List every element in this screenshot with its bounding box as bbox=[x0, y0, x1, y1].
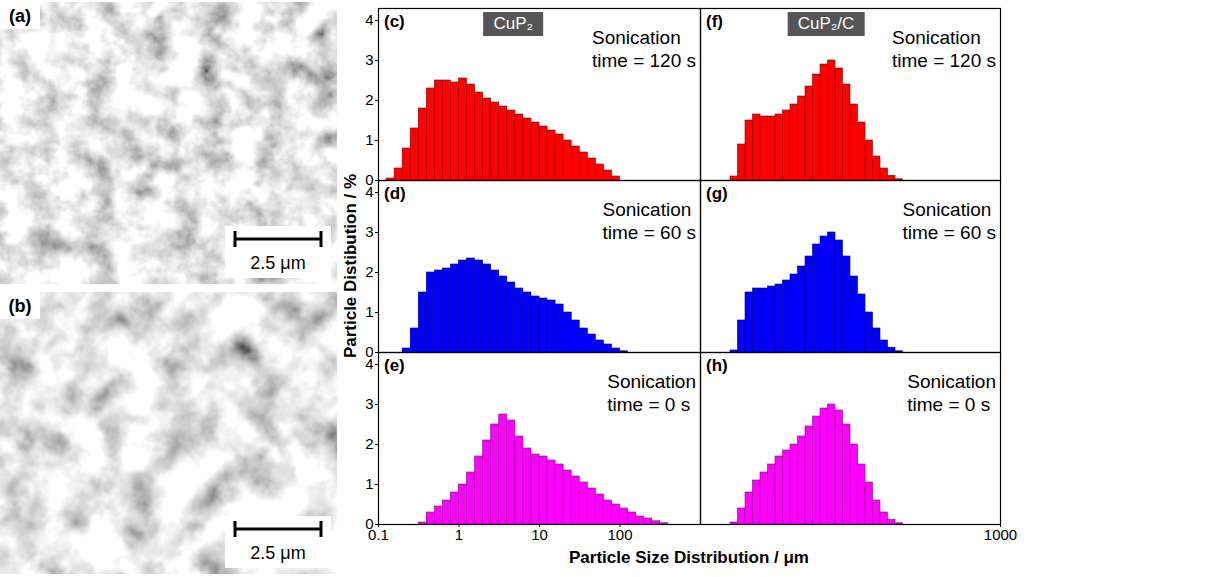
html-text:(d): (d) bbox=[384, 184, 406, 203]
html-text:time = 120 s: time = 120 s bbox=[892, 50, 996, 71]
html-text:(e): (e) bbox=[384, 356, 405, 375]
svg-text:2: 2 bbox=[365, 435, 373, 452]
html-text:Sonication: Sonication bbox=[907, 371, 996, 392]
svg-text:1: 1 bbox=[365, 131, 373, 148]
svg-text:2.5 μm: 2.5 μm bbox=[250, 253, 305, 273]
svg-text:2: 2 bbox=[365, 263, 373, 280]
svg-text:3: 3 bbox=[365, 51, 373, 68]
svg-text:10: 10 bbox=[531, 526, 548, 543]
html-text:time = 60 s: time = 60 s bbox=[602, 222, 696, 243]
svg-text:4: 4 bbox=[365, 11, 373, 28]
svg-text:2.5 μm: 2.5 μm bbox=[250, 543, 305, 563]
svg-text:3: 3 bbox=[365, 395, 373, 412]
html-text:Sonication: Sonication bbox=[892, 27, 981, 48]
html-text:Particle Distibution / %: Particle Distibution / % bbox=[341, 173, 360, 359]
svg-text:0: 0 bbox=[365, 343, 374, 361]
html-text:CuP₂: CuP₂ bbox=[493, 14, 534, 33]
html-text:Particle Size Distribution / μ: Particle Size Distribution / μm bbox=[569, 548, 809, 567]
html-text:(h): (h) bbox=[706, 356, 728, 375]
html-text:(g): (g) bbox=[706, 184, 728, 203]
svg-text:100: 100 bbox=[607, 526, 632, 543]
svg-text:0: 0 bbox=[365, 171, 374, 189]
html-text:Sonication: Sonication bbox=[602, 199, 692, 220]
svg-text:2: 2 bbox=[365, 91, 373, 108]
html-text:CuP₂/C: CuP₂/C bbox=[797, 14, 855, 33]
html-text:time = 0 s: time = 0 s bbox=[607, 394, 691, 415]
svg-text:4: 4 bbox=[365, 355, 373, 372]
html-text:time = 0 s: time = 0 s bbox=[907, 394, 991, 415]
svg-text:(b): (b) bbox=[9, 296, 32, 316]
html-text:time = 120 s: time = 120 s bbox=[592, 50, 696, 71]
html-text:Sonication: Sonication bbox=[902, 199, 992, 220]
svg-text:1: 1 bbox=[455, 526, 463, 543]
svg-text:1: 1 bbox=[365, 303, 373, 320]
svg-text:0.1: 0.1 bbox=[368, 526, 389, 543]
svg-text:1000: 1000 bbox=[984, 526, 1017, 543]
svg-text:4: 4 bbox=[365, 183, 373, 200]
svg-text:1: 1 bbox=[365, 475, 373, 492]
svg-text:0: 0 bbox=[365, 515, 374, 533]
html-text:Sonication: Sonication bbox=[592, 27, 681, 48]
svg-text:(a): (a) bbox=[9, 6, 31, 26]
html-text:Sonication: Sonication bbox=[607, 371, 696, 392]
html-text:(f): (f) bbox=[706, 12, 723, 31]
html-text:(c): (c) bbox=[384, 12, 405, 31]
svg-text:3: 3 bbox=[365, 223, 373, 240]
html-text:time = 60 s: time = 60 s bbox=[902, 222, 996, 243]
